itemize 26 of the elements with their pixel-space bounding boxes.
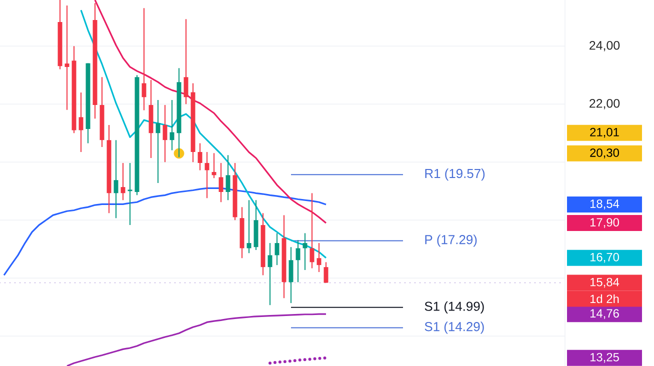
candlestick — [268, 242, 272, 306]
y-tick-label: 21,01 — [590, 128, 619, 138]
candlestick — [246, 200, 252, 254]
y-tick-label: 22,00 — [590, 98, 620, 110]
candlestick — [316, 242, 322, 273]
y-tick-label: 18,54 — [590, 200, 620, 210]
y-tick-label: 13,25 — [590, 352, 619, 363]
candlestick — [324, 262, 328, 284]
text: 1d 2h — [590, 294, 619, 304]
y-tick-label: 16,70 — [590, 252, 619, 263]
ref-line-label: S1 (14.29) — [424, 322, 484, 334]
y-tick-label: 15,84 — [590, 278, 620, 288]
y-tick-label: 20,30 — [590, 148, 619, 158]
candlestick — [218, 162, 224, 203]
ref-line-label: P (17.29) — [425, 234, 477, 247]
candlestick — [170, 100, 174, 151]
y-tick-label: 14,76 — [590, 309, 619, 320]
candlestick — [128, 162, 132, 226]
ref-line-label: S1 (14.99) — [424, 301, 484, 314]
y-tick-label: 17,90 — [590, 218, 619, 228]
ref-line-label: R1 (19.57) — [425, 168, 485, 181]
y-tick-label: 24,00 — [590, 40, 620, 52]
candlestick — [64, 5, 70, 110]
candlestick — [302, 232, 308, 271]
candlestick — [142, 8, 146, 111]
candlestick — [226, 154, 230, 201]
